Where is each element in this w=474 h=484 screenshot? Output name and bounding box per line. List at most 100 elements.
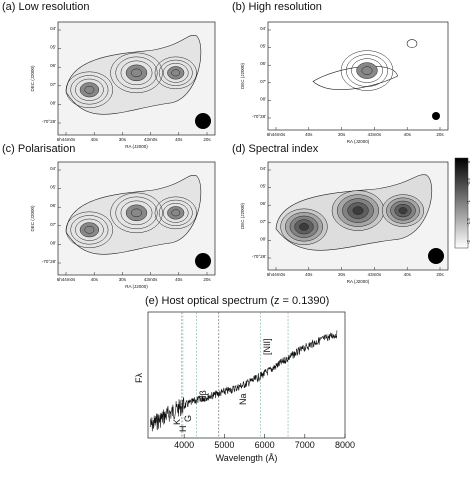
contour: [351, 58, 383, 83]
x-tick-label: 6h44m0s: [57, 137, 76, 142]
colorbar-tick-label: 0: [466, 160, 471, 163]
x-tick-label: 30s: [119, 137, 127, 142]
x-tick-label: 6h44m0s: [267, 132, 286, 137]
beam: [432, 112, 440, 120]
beam: [428, 248, 444, 264]
line-label: K: [172, 419, 182, 425]
x-tick-label: 20s: [203, 137, 211, 142]
x-tick-label: 30s: [338, 272, 346, 277]
y-tick-label: 06': [260, 201, 266, 206]
y-tick-label: 06': [260, 61, 266, 66]
x-tick-label: 6h44m0s: [267, 272, 286, 277]
colorbar-tick-label: -1.5: [466, 218, 471, 226]
x-axis-label: Wavelength (Å): [216, 453, 278, 463]
y-tick-label: -70°28': [252, 254, 266, 259]
x-tick-label: 6000: [255, 440, 275, 450]
y-tick-label: 07': [50, 82, 56, 87]
contour: [65, 71, 114, 109]
y-tick-label: 05': [260, 44, 266, 49]
y-tick-label: 05': [50, 185, 56, 190]
line-label: [NII]: [262, 338, 272, 355]
contour: [84, 85, 95, 94]
contour: [110, 192, 163, 234]
line-label: Hβ: [198, 390, 208, 402]
y-tick-label: 06': [50, 63, 56, 68]
y-tick-label: 08': [50, 100, 56, 105]
x-tick-label: 43m0s: [368, 272, 382, 277]
line-label: Na: [238, 393, 248, 405]
y-axis-label: DEC (J2000): [30, 205, 35, 232]
panel-title: (a) Low resolution: [2, 1, 89, 13]
y-axis-label: DEC (J2000): [240, 202, 245, 229]
y-tick-label: 05': [50, 45, 56, 50]
y-tick-label: 08': [260, 236, 266, 241]
contour: [70, 215, 109, 245]
contour: [299, 222, 309, 231]
contour: [131, 208, 142, 218]
y-tick-label: 08': [50, 240, 56, 245]
contour: [340, 50, 394, 91]
contour: [131, 68, 142, 78]
line-label: H: [178, 426, 188, 433]
colorbar: [454, 157, 469, 249]
y-tick-label: 04': [260, 26, 266, 31]
y-tick-label: 04': [50, 26, 56, 31]
x-tick-label: 20s: [436, 132, 444, 137]
contour: [70, 75, 109, 105]
y-tick-label: 06': [50, 203, 56, 208]
contour: [345, 54, 389, 87]
colorbar-tick-label: -2: [466, 240, 471, 244]
line-label: G: [183, 415, 193, 422]
contour: [158, 199, 193, 226]
contour: [115, 56, 158, 90]
y-tick-label: 07': [50, 222, 56, 227]
contour: [65, 211, 114, 249]
y-tick-label: 07': [260, 79, 266, 84]
contour: [75, 78, 104, 101]
contour: [75, 218, 104, 241]
panel-title: (b) High resolution: [232, 1, 322, 13]
colorbar-tick-label: -1: [466, 200, 471, 204]
x-tick-label: 40s: [175, 137, 183, 142]
x-tick-label: 43m0s: [144, 277, 158, 282]
colorbar-tick-label: -0.5: [466, 178, 471, 186]
panel-frame: [267, 21, 449, 131]
x-tick-label: 5000: [214, 440, 234, 450]
x-tick-label: 40s: [404, 272, 412, 277]
contour: [171, 69, 181, 77]
x-tick-label: 7000: [295, 440, 315, 450]
x-axis-label: RA (J2000): [347, 279, 370, 284]
x-tick-label: 43m0s: [144, 137, 158, 142]
beam: [195, 253, 211, 269]
x-tick-label: 40s: [305, 272, 313, 277]
panel-title: (e) Host optical spectrum (z = 0.1390): [145, 295, 329, 307]
y-tick-label: 04': [260, 166, 266, 171]
contour: [110, 52, 163, 94]
x-tick-label: 4000: [174, 440, 194, 450]
contour: [115, 196, 158, 230]
beam: [195, 113, 211, 129]
y-axis-label: Fλ: [134, 373, 144, 383]
contour: [163, 203, 189, 223]
x-tick-label: 40s: [305, 132, 313, 137]
contour: [120, 60, 153, 86]
y-tick-label: 05': [260, 184, 266, 189]
contour: [361, 66, 373, 75]
contour: [120, 200, 153, 226]
y-tick-label: -70°28': [42, 119, 56, 124]
y-tick-label: 04': [50, 166, 56, 171]
x-tick-label: 20s: [203, 277, 211, 282]
x-tick-label: 30s: [338, 132, 346, 137]
contour: [171, 209, 181, 217]
y-axis-label: DEC (J2000): [240, 62, 245, 89]
x-tick-label: 40s: [91, 137, 99, 142]
panel-title: (c) Polarisation: [2, 143, 75, 155]
contour: [154, 196, 197, 230]
contour: [398, 207, 408, 215]
y-axis-label: DEC (J2000): [30, 65, 35, 92]
x-tick-label: 40s: [175, 277, 183, 282]
x-tick-label: 40s: [404, 132, 412, 137]
contour: [352, 206, 364, 215]
spectrum-line: [149, 330, 338, 432]
